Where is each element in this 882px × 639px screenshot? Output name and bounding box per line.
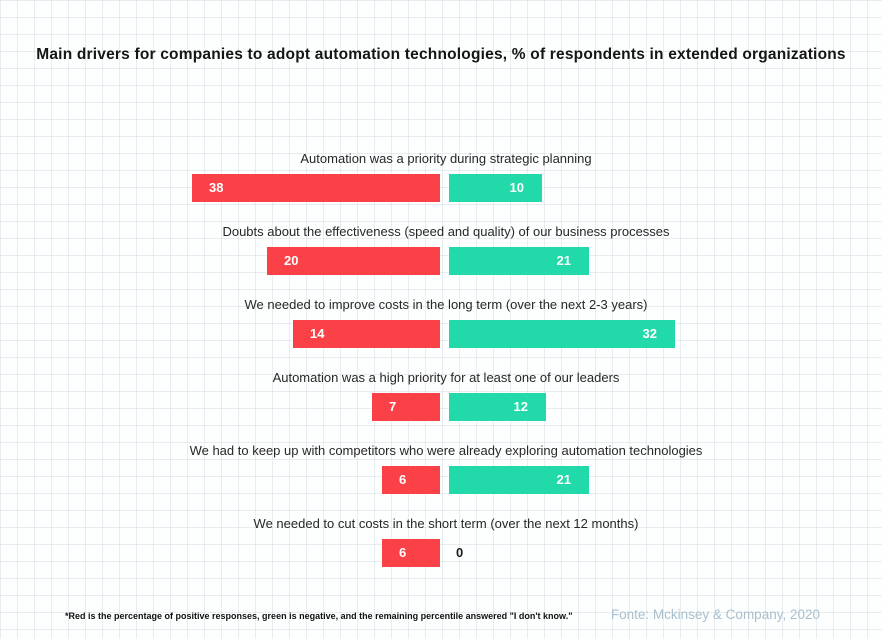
negative-value-label: 0 <box>456 545 464 560</box>
chart-row: We had to keep up with competitors who w… <box>0 443 882 494</box>
positive-bar: 7 <box>372 393 440 421</box>
positive-value-label: 20 <box>284 253 299 268</box>
footnote-legend: *Red is the percentage of positive respo… <box>65 611 573 621</box>
negative-value-label: 10 <box>509 180 524 195</box>
positive-bar: 6 <box>382 539 440 567</box>
negative-bar: 0 <box>456 539 463 567</box>
negative-bar: 32 <box>449 320 675 348</box>
negative-bar: 21 <box>449 466 589 494</box>
positive-bar: 38 <box>192 174 440 202</box>
negative-value-label: 21 <box>556 472 571 487</box>
positive-value-label: 14 <box>310 326 325 341</box>
positive-bar: 20 <box>267 247 440 275</box>
positive-value-label: 6 <box>399 472 407 487</box>
chart-title: Main drivers for companies to adopt auto… <box>36 46 846 63</box>
category-label: We needed to improve costs in the long t… <box>244 297 648 312</box>
category-label: We had to keep up with competitors who w… <box>189 443 703 458</box>
category-label: Automation was a high priority for at le… <box>272 370 620 385</box>
chart-row: Automation was a priority during strateg… <box>0 151 882 202</box>
chart-row: We needed to cut costs in the short term… <box>0 516 882 567</box>
chart-row: Automation was a high priority for at le… <box>0 370 882 421</box>
negative-value-label: 12 <box>513 399 528 414</box>
category-label: We needed to cut costs in the short term… <box>253 516 639 531</box>
negative-bar: 21 <box>449 247 589 275</box>
positive-value-label: 6 <box>399 545 407 560</box>
chart-row: Doubts about the effectiveness (speed an… <box>0 224 882 275</box>
positive-bar: 6 <box>382 466 440 494</box>
chart-row: We needed to improve costs in the long t… <box>0 297 882 348</box>
negative-value-label: 21 <box>556 253 571 268</box>
category-label: Doubts about the effectiveness (speed an… <box>222 224 670 239</box>
source-credit: Fonte: Mckinsey & Company, 2020 <box>610 607 820 622</box>
category-label: Automation was a priority during strateg… <box>300 151 592 166</box>
negative-bar: 10 <box>449 174 542 202</box>
positive-bar: 14 <box>293 320 440 348</box>
negative-bar: 12 <box>449 393 546 421</box>
positive-value-label: 38 <box>209 180 224 195</box>
negative-value-label: 32 <box>642 326 657 341</box>
positive-value-label: 7 <box>389 399 397 414</box>
